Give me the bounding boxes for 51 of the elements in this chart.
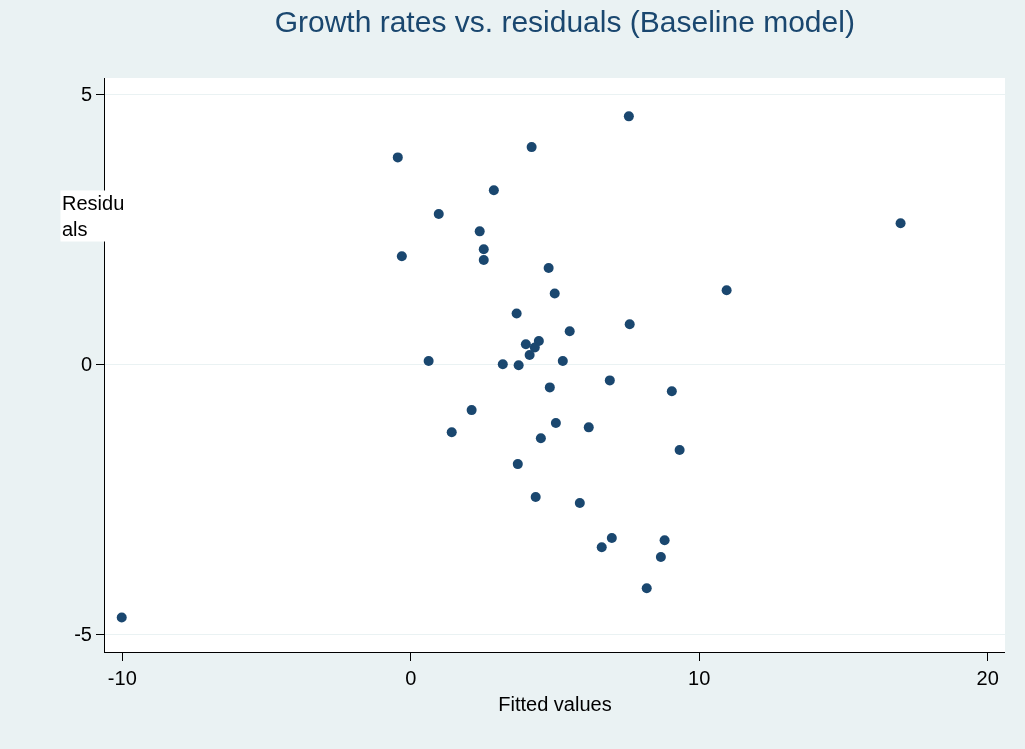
point: [596, 542, 607, 553]
point: [474, 226, 485, 237]
x-tick-label: 20: [976, 667, 999, 689]
y-tick-label: 0: [80, 353, 92, 376]
y-axis-title: Residu als: [62, 192, 125, 240]
point: [641, 583, 652, 594]
point: [604, 375, 615, 386]
point: [655, 551, 666, 562]
point: [466, 405, 477, 416]
point: [526, 142, 537, 153]
point: [423, 355, 434, 366]
point: [623, 111, 634, 122]
point: [530, 492, 541, 503]
point: [674, 445, 685, 456]
point: [721, 285, 732, 296]
point: [529, 342, 540, 353]
point: [488, 185, 499, 196]
x-tick-label: -10: [107, 667, 137, 689]
x-tick-label: 0: [405, 667, 417, 689]
point: [557, 355, 568, 366]
point: [535, 433, 546, 444]
point: [396, 251, 407, 262]
point: [433, 209, 444, 220]
x-axis-title: Fitted values: [498, 692, 612, 715]
point: [116, 612, 127, 623]
point: [564, 326, 575, 337]
point: [583, 422, 594, 433]
point: [606, 533, 617, 544]
point: [895, 218, 906, 229]
y-tick-label: -5: [74, 623, 92, 646]
point: [524, 350, 535, 361]
point: [624, 319, 635, 330]
point: [513, 360, 524, 371]
point: [511, 308, 522, 319]
point: [549, 288, 560, 299]
point: [543, 263, 554, 274]
point: [478, 254, 489, 265]
point: [544, 382, 555, 393]
point: [478, 244, 489, 255]
point: [666, 386, 677, 397]
y-tick-label: 5: [80, 83, 92, 106]
point: [512, 459, 523, 470]
point: [550, 418, 561, 429]
chart-title: Growth rates vs. residuals (Baseline model): [274, 5, 855, 39]
point: [574, 497, 585, 508]
point: [392, 152, 403, 163]
point: [520, 339, 531, 350]
point: [497, 359, 508, 370]
point: [659, 535, 670, 546]
point: [446, 427, 457, 438]
x-tick-label: 10: [688, 667, 711, 689]
